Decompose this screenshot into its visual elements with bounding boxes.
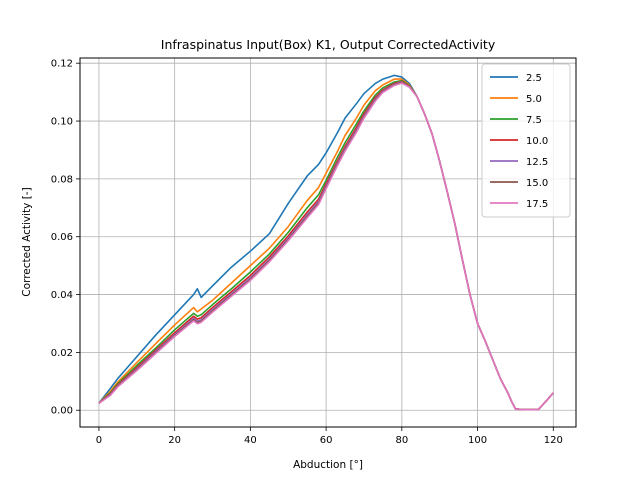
chart-title: Infraspinatus Input(Box) K1, Output Corr… xyxy=(161,37,496,52)
y-tick-label: 0.08 xyxy=(51,174,73,185)
series-lines xyxy=(98,74,554,411)
legend-label: 15.0 xyxy=(526,178,548,189)
y-axis-label: Corrected Activity [-] xyxy=(21,187,33,296)
x-tick-label: 120 xyxy=(544,435,563,446)
grid-lines xyxy=(80,58,576,427)
legend: 2.5 5.0 7.5 10.0 12.5 15.0 17.5 xyxy=(481,63,571,218)
y-tick-label: 0.06 xyxy=(51,232,73,243)
x-axis-label: Abduction [°] xyxy=(293,459,363,471)
axis-ticks: 0 20 40 60 80 100 120 0.00 0.02 0.04 0.06 0.08 0.10 0… xyxy=(51,59,563,446)
x-tick-label: 20 xyxy=(168,435,181,446)
y-tick-label: 0.04 xyxy=(51,290,73,301)
legend-label: 5.0 xyxy=(526,94,542,105)
plot-area-frame xyxy=(79,57,577,428)
y-tick-label: 0.10 xyxy=(51,117,73,128)
x-tick-label: 0 xyxy=(96,435,102,446)
y-tick-label: 0.00 xyxy=(51,406,73,417)
series-line xyxy=(98,82,554,411)
x-tick-label: 60 xyxy=(320,435,333,446)
x-tick-label: 80 xyxy=(395,435,408,446)
legend-label: 12.5 xyxy=(526,157,548,168)
legend-label: 7.5 xyxy=(526,115,542,126)
x-tick-label: 40 xyxy=(244,435,257,446)
y-tick-label: 0.12 xyxy=(51,59,73,70)
legend-label: 2.5 xyxy=(526,73,542,84)
x-tick-label: 100 xyxy=(468,435,487,446)
legend-box xyxy=(481,63,571,218)
legend-label: 10.0 xyxy=(526,136,548,147)
legend-label: 17.5 xyxy=(526,199,548,210)
y-tick-label: 0.02 xyxy=(51,348,73,359)
